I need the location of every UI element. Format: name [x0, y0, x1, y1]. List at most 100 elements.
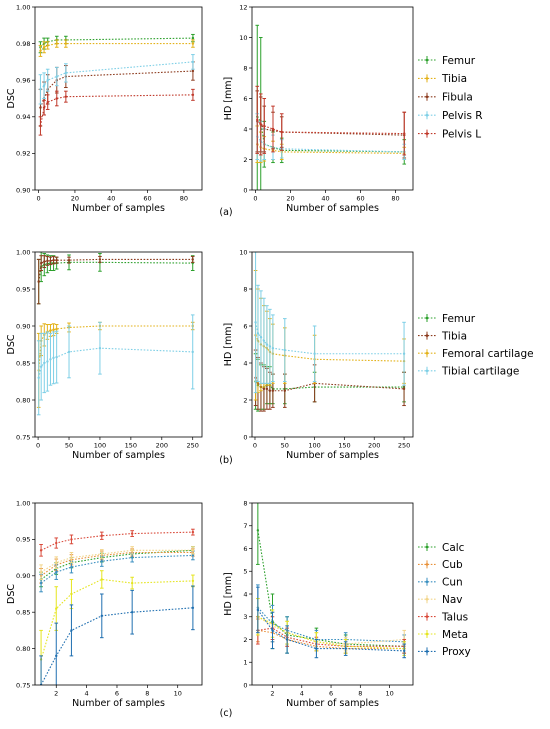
series-proxy — [256, 586, 407, 659]
y-tick-label: 0 — [243, 186, 247, 194]
series-line — [40, 61, 193, 90]
data-point — [259, 335, 263, 339]
x-axis-label: Number of samples — [286, 203, 379, 214]
legend-marker — [425, 58, 429, 62]
series-line — [256, 116, 405, 153]
legend-marker — [425, 650, 429, 653]
data-point — [285, 638, 289, 641]
series-cun — [39, 550, 195, 593]
data-point — [39, 570, 43, 574]
hd-chart: 0 1 2 3 4 5 6 7 8 2 4 6 8 10 Number of samples HD [mm] — [223, 499, 414, 709]
x-axis-label: Number of samples — [72, 450, 165, 461]
legend-label: Calc — [442, 542, 465, 554]
plot-area — [36, 252, 195, 416]
data-point — [271, 629, 274, 632]
data-point — [403, 132, 406, 135]
data-point — [55, 97, 58, 100]
data-point — [39, 106, 42, 109]
x-tick-label: 50 — [281, 442, 289, 450]
x-axis-label: Number of samples — [286, 450, 379, 461]
x-tick-label: 40 — [107, 195, 115, 203]
x-tick-label: 8 — [358, 690, 362, 698]
legend-item: Fibula — [418, 92, 473, 104]
legend-marker — [425, 369, 429, 373]
plot-area — [256, 503, 407, 659]
data-point — [67, 350, 71, 354]
series-tibia — [255, 125, 407, 164]
series-femoral-cartilage — [36, 321, 195, 408]
series-line — [257, 627, 405, 647]
data-point — [55, 561, 58, 564]
x-axis-label: Number of samples — [72, 698, 165, 709]
data-point — [37, 280, 40, 283]
data-point — [191, 549, 195, 552]
y-tick-label: 0.80 — [16, 396, 30, 404]
y-tick-label: 0.75 — [16, 433, 30, 441]
data-point — [271, 127, 275, 131]
data-point — [402, 352, 406, 355]
legend-label: Meta — [442, 629, 468, 641]
data-point — [67, 258, 71, 262]
data-point — [263, 124, 266, 128]
y-axis-label: DSC — [6, 334, 17, 354]
y-axis-label: HD [mm] — [223, 572, 234, 615]
legend-marker — [425, 113, 429, 117]
data-point — [39, 88, 42, 91]
data-point — [37, 376, 40, 379]
legend-marker — [425, 615, 429, 618]
series-femur — [255, 24, 407, 190]
series-tibial-cartilage — [253, 252, 406, 394]
data-point — [55, 75, 58, 78]
axes-frame — [251, 6, 414, 191]
data-point — [52, 356, 55, 360]
legend-item: Tibia — [418, 73, 467, 85]
y-tick-label: 4 — [243, 125, 247, 133]
data-point — [191, 350, 194, 354]
data-point — [259, 123, 262, 126]
legend: Femur Tibia Fibula Pelvis R Pelvis L — [418, 55, 483, 140]
data-point — [46, 79, 49, 82]
x-tick-label: 0 — [253, 442, 257, 450]
legend-marker — [425, 77, 429, 80]
data-point — [64, 95, 68, 98]
data-point — [262, 339, 266, 342]
data-point — [39, 261, 43, 265]
x-tick-label: 2 — [54, 690, 58, 698]
data-point — [191, 69, 195, 73]
data-point — [70, 556, 73, 559]
series-line — [257, 616, 405, 645]
y-axis-label: DSC — [6, 584, 17, 604]
data-point — [268, 389, 272, 392]
data-point — [52, 328, 55, 331]
data-point — [42, 84, 46, 87]
series-line — [38, 258, 193, 282]
y-tick-label: 2 — [243, 636, 247, 644]
dsc-chart: 0.90 0.92 0.94 0.96 0.98 1.00 0 20 40 60 80 Number … — [6, 3, 203, 214]
y-tick-label: 4 — [243, 590, 247, 598]
legend-item: Tibial cartilage — [418, 366, 519, 378]
series-line — [40, 549, 193, 573]
series-proxy — [39, 585, 195, 685]
data-point — [271, 389, 275, 392]
y-tick-label: 0.75 — [16, 681, 30, 689]
data-point — [64, 42, 68, 45]
legend-marker — [425, 132, 429, 135]
data-point — [191, 258, 194, 261]
legend-label: Tibia — [441, 73, 467, 85]
data-point — [55, 570, 58, 574]
legend-item: Cub — [418, 559, 463, 571]
series-line — [257, 530, 405, 647]
data-point — [191, 36, 195, 40]
y-tick-label: 0.85 — [16, 609, 30, 617]
y-tick-label: 8 — [243, 64, 247, 72]
y-tick-label: 0.90 — [16, 572, 30, 580]
x-tick-label: 100 — [308, 442, 320, 450]
series-talus — [39, 528, 195, 557]
plot-area — [39, 528, 195, 685]
data-point — [191, 60, 195, 64]
data-point — [256, 332, 260, 335]
series-calc — [256, 503, 407, 654]
series-cub — [39, 548, 195, 584]
data-point — [344, 647, 347, 650]
